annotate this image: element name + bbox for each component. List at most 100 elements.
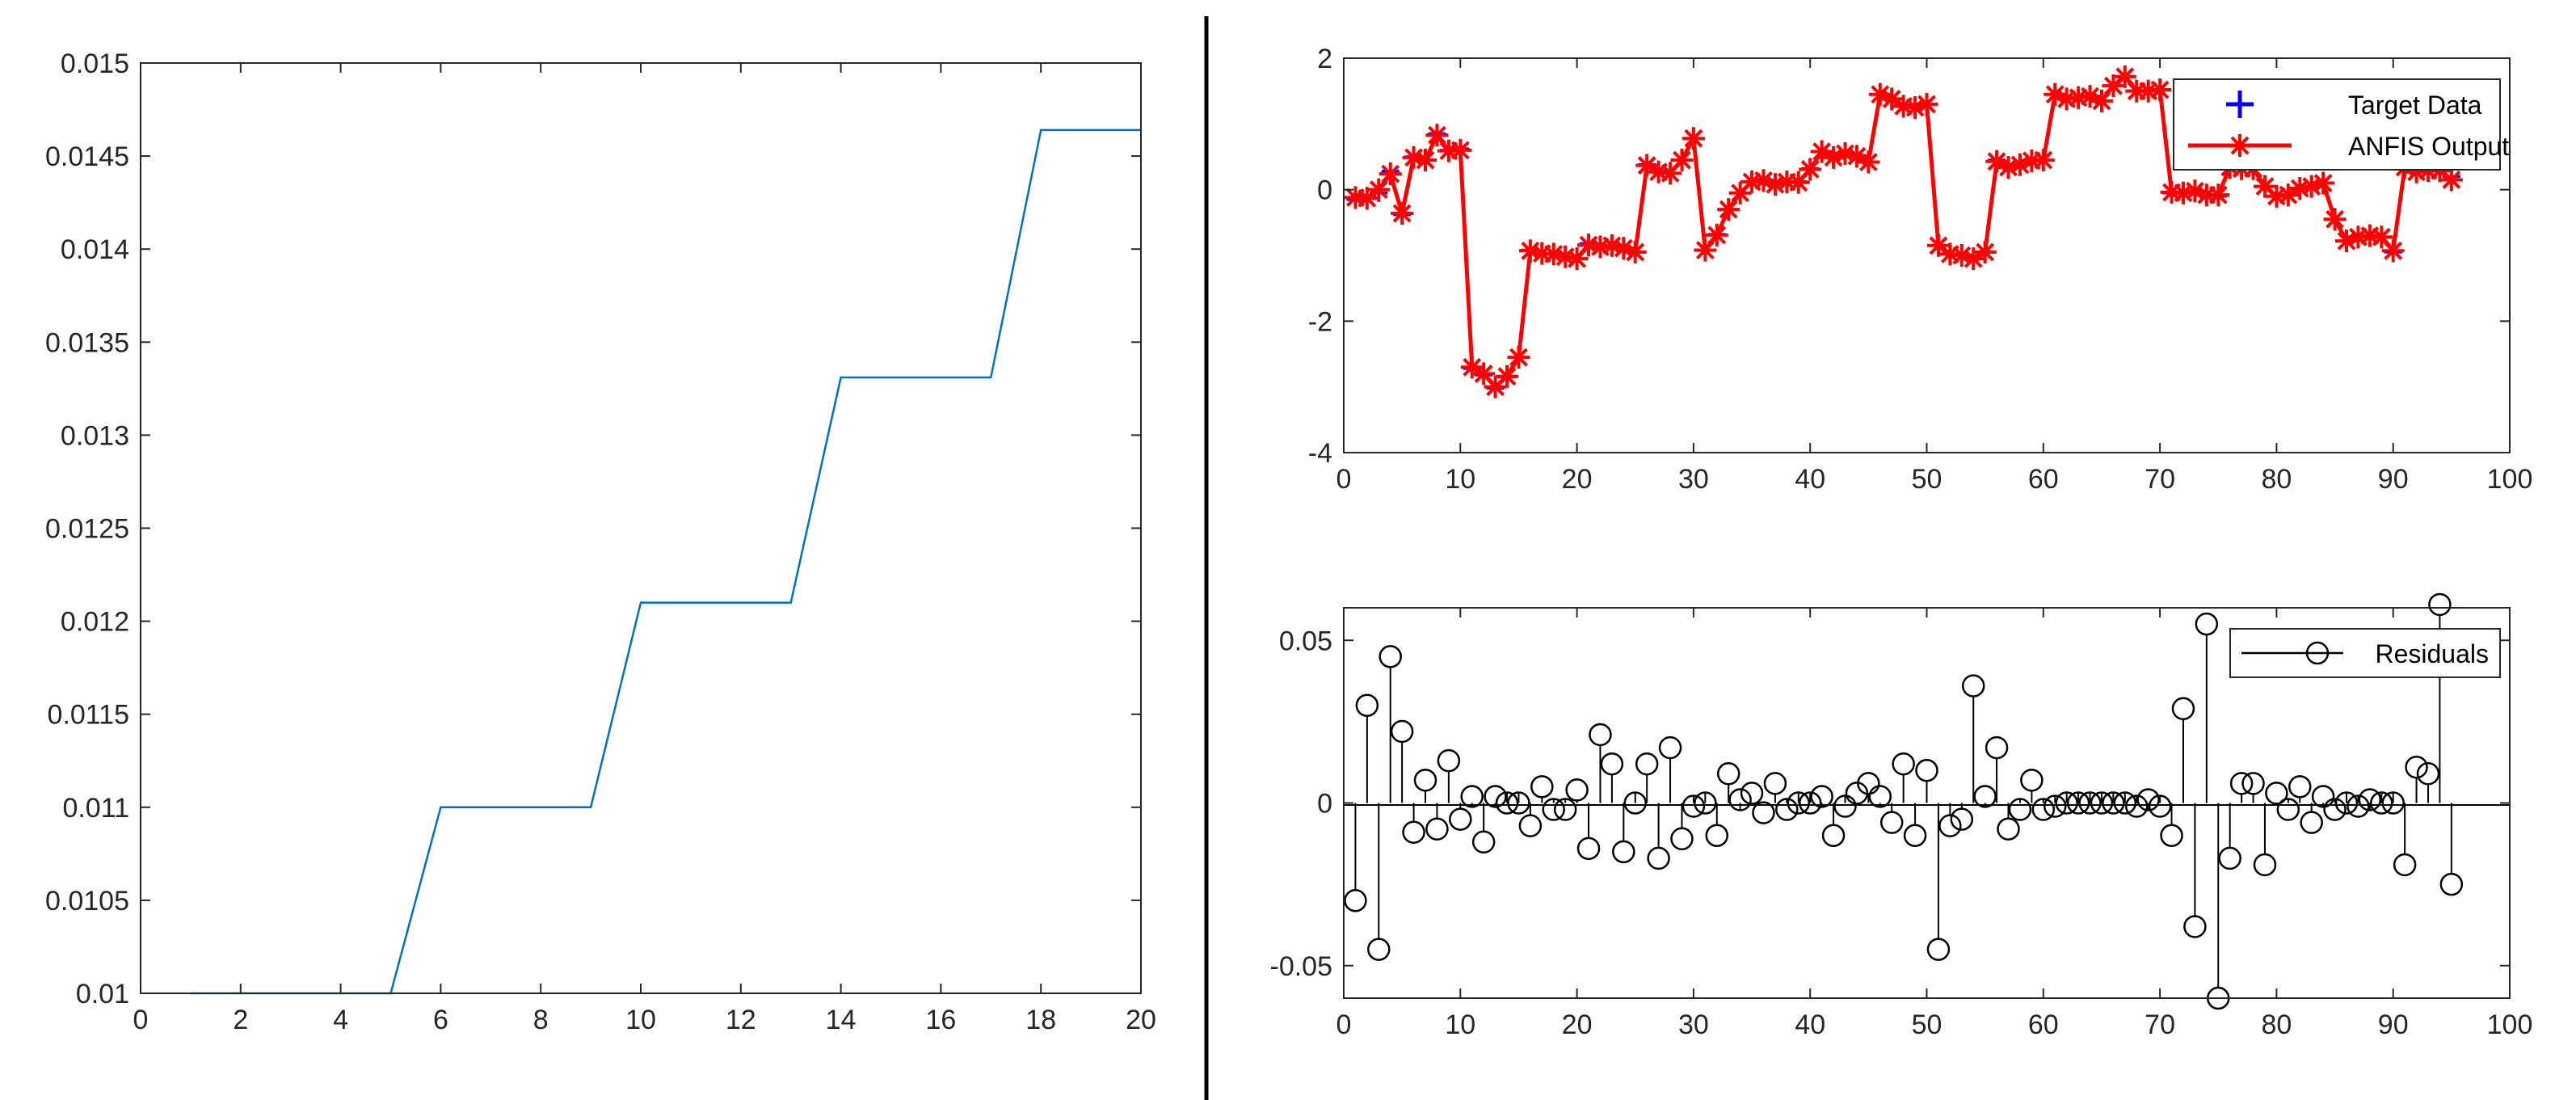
star-arm — [2103, 76, 2123, 95]
left-x-tick-label: 10 — [625, 1005, 656, 1035]
residual-marker — [1903, 824, 1927, 847]
anfis-output-point — [1799, 158, 1822, 181]
legend-anfis-output-icon — [2188, 134, 2292, 157]
anfis-output-point — [1973, 240, 1997, 263]
anfis-output-point — [2300, 175, 2323, 198]
anfis-output-point — [1449, 138, 1472, 162]
left-x-tick-label: 6 — [433, 1005, 448, 1035]
top-right-x-tick-label: 100 — [2487, 464, 2533, 495]
residual-marker — [2113, 791, 2137, 815]
residual-marker — [1367, 938, 1391, 961]
residuals-marks — [1344, 592, 2464, 1010]
residual-marker — [1740, 782, 1764, 805]
left-y-tick-label: 0.0135 — [45, 327, 129, 358]
top-right-x-tick-label: 50 — [1912, 464, 1943, 495]
anfis-output-point — [2312, 171, 2335, 195]
star-arm — [1987, 152, 2006, 171]
star-arm — [1463, 357, 1482, 377]
residual-marker — [2276, 798, 2300, 821]
left-y-tick-label: 0.0145 — [45, 141, 129, 172]
residual-marker — [1997, 817, 2020, 841]
left-y-tick-label: 0.0125 — [45, 514, 129, 545]
star-arm — [1369, 180, 1388, 200]
top-right-x-tick-label: 30 — [1678, 464, 1709, 495]
left-y-tick-label: 0.012 — [61, 607, 129, 638]
residual-marker — [2334, 791, 2359, 815]
star-arm — [1428, 125, 1446, 145]
anfis-output-point — [2113, 65, 2136, 88]
star-arm — [2326, 209, 2344, 229]
residual-marker — [2265, 782, 2288, 805]
anfis-output-point — [1623, 240, 1647, 263]
star-arm — [2372, 227, 2391, 247]
anfis-output-point — [1659, 162, 1682, 185]
residual-marker — [1518, 814, 1543, 837]
target-vs-anfis-marks — [1344, 65, 2463, 398]
star-arm — [1509, 348, 1528, 367]
star-arm — [1416, 150, 1435, 170]
residual-marker — [1926, 938, 1951, 961]
star-arm — [2034, 150, 2053, 170]
star-arm — [1999, 158, 2018, 177]
star-arm — [1976, 242, 1995, 262]
left-x-tick-label: 20 — [1126, 1005, 1156, 1035]
residual-marker — [1915, 759, 1938, 782]
residual-marker — [1658, 735, 1682, 760]
residual-marker — [1589, 723, 1612, 747]
left-y-tick-label: 0.0105 — [45, 886, 129, 917]
star-arm — [1766, 175, 1785, 194]
top-right-x-tick-label: 0 — [1336, 464, 1352, 495]
residual-marker — [2381, 791, 2405, 815]
anfis-output-point — [2381, 239, 2405, 263]
residual-marker — [1798, 791, 1822, 815]
top-right-y-tick-label: 0 — [1317, 175, 1332, 206]
residual-marker — [1542, 798, 1565, 821]
residual-marker — [1390, 719, 1414, 744]
anfis-output-point — [2090, 89, 2113, 112]
anfis-output-point — [1414, 149, 1437, 172]
residual-marker — [2347, 794, 2370, 818]
residual-marker — [1670, 827, 1694, 851]
star-arm — [1719, 200, 1738, 219]
residual-marker — [1821, 824, 1846, 847]
left-x-tick-label: 4 — [333, 1005, 348, 1035]
residual-marker — [1623, 791, 1647, 815]
residual-marker — [1728, 788, 1752, 811]
residual-marker — [1635, 752, 1659, 776]
bottom-right-x-tick-label: 60 — [2028, 1009, 2059, 1040]
residual-marker — [1413, 769, 1437, 792]
left-y-tick-label: 0.014 — [61, 234, 129, 265]
bottom-right-x-tick-label: 70 — [2145, 1009, 2175, 1040]
anfis-output-point — [2149, 78, 2172, 102]
bottom-right-x-tick-label: 0 — [1336, 1009, 1352, 1040]
residual-marker — [1973, 785, 1997, 808]
residual-marker — [2102, 791, 2125, 815]
residual-marker — [2393, 853, 2417, 877]
anfis-output-point — [1496, 365, 1519, 388]
star-arm — [1847, 146, 1867, 166]
residual-marker — [2253, 853, 2277, 877]
residual-marker — [1705, 824, 1729, 847]
residual-marker — [2288, 775, 2312, 799]
residual-marker — [2229, 772, 2254, 795]
residual-marker — [1763, 772, 1787, 795]
left-y-tick-label: 0.01 — [76, 979, 129, 1009]
bottom-right-x-tick-label: 20 — [1562, 1009, 1593, 1040]
star-arm — [1800, 160, 1820, 179]
anfis-output-point — [2031, 149, 2055, 172]
bottom-right-y-tick-label: 0 — [1317, 789, 1332, 820]
star-arm — [2174, 183, 2193, 203]
residual-marker — [1600, 752, 1624, 776]
anfis-output-point — [1682, 127, 1705, 150]
star-arm — [1450, 141, 1470, 160]
star-arm — [1707, 225, 1727, 245]
anfis-output-point — [1425, 124, 1449, 147]
residual-marker — [2055, 791, 2078, 815]
legend-anfis-output-label: ANFIS Output — [2348, 132, 2509, 161]
residual-marker — [1344, 889, 1367, 912]
residual-marker — [2241, 772, 2265, 795]
left-y-tick-label: 0.011 — [62, 793, 129, 824]
star-arm — [1695, 241, 1715, 259]
star-arm — [1858, 153, 1878, 171]
residual-marker — [1449, 807, 1472, 831]
